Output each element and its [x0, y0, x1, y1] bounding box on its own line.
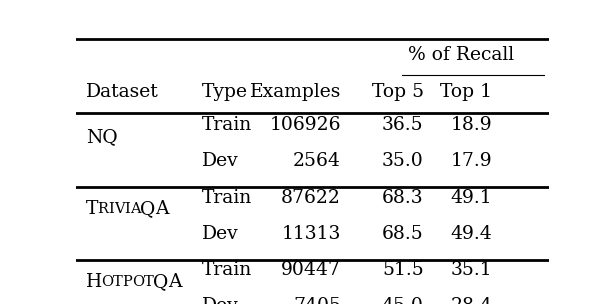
Text: Top 5: Top 5: [371, 83, 424, 101]
Text: 28.4: 28.4: [450, 298, 492, 304]
Text: 11313: 11313: [282, 225, 341, 243]
Text: Train: Train: [201, 116, 252, 134]
Text: 68.3: 68.3: [382, 188, 424, 207]
Text: 106926: 106926: [270, 116, 341, 134]
Text: I: I: [124, 202, 130, 216]
Text: I: I: [108, 202, 114, 216]
Text: Dev: Dev: [201, 152, 239, 170]
Text: 90447: 90447: [281, 261, 341, 279]
Text: 45.0: 45.0: [382, 298, 424, 304]
Text: R: R: [98, 202, 109, 216]
Text: V: V: [114, 202, 124, 216]
Text: 35.0: 35.0: [382, 152, 424, 170]
Text: 7405: 7405: [293, 298, 341, 304]
Text: 2564: 2564: [293, 152, 341, 170]
Text: T: T: [85, 201, 98, 219]
Text: Dev: Dev: [201, 225, 239, 243]
Text: H: H: [85, 273, 102, 291]
Text: Train: Train: [201, 188, 252, 207]
Text: Q: Q: [140, 201, 156, 219]
Text: A: A: [168, 273, 182, 291]
Text: 68.5: 68.5: [382, 225, 424, 243]
Text: Q: Q: [153, 273, 168, 291]
Text: 49.4: 49.4: [451, 225, 492, 243]
Text: Examples: Examples: [249, 83, 341, 101]
Text: 49.1: 49.1: [451, 188, 492, 207]
Text: Dev: Dev: [201, 298, 239, 304]
Text: 87622: 87622: [281, 188, 341, 207]
Text: T: T: [144, 275, 154, 289]
Text: T: T: [113, 275, 123, 289]
Text: 18.9: 18.9: [451, 116, 492, 134]
Text: 36.5: 36.5: [382, 116, 424, 134]
Text: 17.9: 17.9: [451, 152, 492, 170]
Text: 35.1: 35.1: [451, 261, 492, 279]
Text: A: A: [130, 202, 140, 216]
Text: P: P: [123, 275, 132, 289]
Text: Dataset: Dataset: [85, 83, 159, 101]
Text: % of Recall: % of Recall: [409, 46, 515, 64]
Text: Top 1: Top 1: [440, 83, 492, 101]
Text: O: O: [132, 275, 145, 289]
Text: NQ: NQ: [85, 128, 117, 146]
Text: 51.5: 51.5: [382, 261, 424, 279]
Text: Type: Type: [201, 83, 248, 101]
Text: O: O: [101, 275, 113, 289]
Text: Train: Train: [201, 261, 252, 279]
Text: A: A: [155, 201, 168, 219]
